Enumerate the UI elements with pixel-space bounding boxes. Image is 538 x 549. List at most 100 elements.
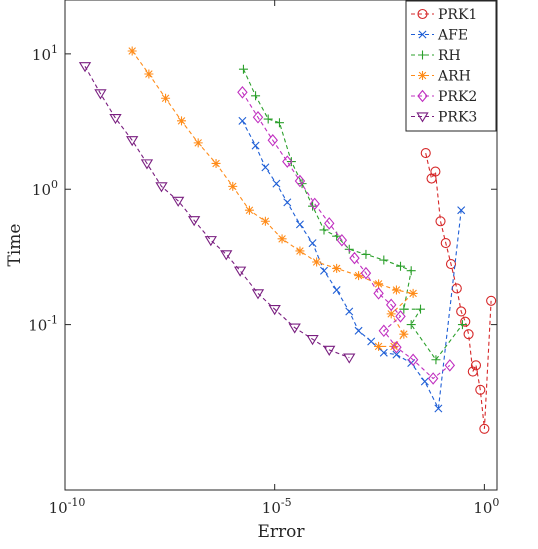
- point-rh-10-shape: [361, 249, 371, 259]
- point-prk1-8-shape: [460, 316, 471, 327]
- point-afe-8-shape: [332, 286, 341, 295]
- point-prk3-5: [155, 182, 168, 193]
- point-afe-5: [295, 220, 304, 229]
- point-rh-3-shape: [274, 118, 284, 128]
- point-arh-1: [144, 69, 154, 79]
- legend-label-afe: AFE: [437, 28, 468, 44]
- point-afe-16-shape: [434, 404, 443, 413]
- legend-item-rh: RH: [411, 48, 461, 64]
- point-prk1-4-shape: [440, 238, 451, 249]
- point-prk2-8-shape: [349, 251, 360, 265]
- series-prk2: [237, 86, 456, 385]
- point-arh-16-shape: [408, 288, 418, 298]
- point-arh-6: [228, 181, 238, 191]
- point-rh-0-shape: [238, 64, 248, 74]
- point-arh-3-shape: [177, 116, 187, 126]
- point-prk2-15-shape: [407, 353, 419, 367]
- point-prk2-4: [294, 174, 306, 188]
- point-arh-12: [332, 263, 342, 273]
- point-arh-7-shape: [244, 205, 254, 215]
- point-rh-16: [406, 320, 416, 330]
- point-rh-2-shape: [263, 114, 273, 124]
- point-afe-9: [345, 307, 354, 316]
- point-prk1-7: [456, 306, 467, 317]
- point-rh-7: [319, 225, 329, 235]
- point-prk3-2: [109, 114, 122, 125]
- point-afe-2: [261, 163, 270, 172]
- point-prk3-13: [288, 323, 301, 334]
- point-prk1-7-shape: [456, 306, 467, 317]
- point-prk2-11-shape: [385, 298, 397, 312]
- point-arh-12-shape: [332, 263, 342, 273]
- point-prk3-1: [94, 89, 107, 100]
- legend-item-arh: ARH: [411, 69, 471, 85]
- series-prk1: [420, 148, 497, 434]
- point-prk2-13: [378, 324, 390, 338]
- point-arh-3: [177, 116, 187, 126]
- point-arh-0-shape: [127, 46, 137, 56]
- point-arh-9-shape: [277, 234, 287, 244]
- point-rh-2: [263, 114, 273, 124]
- legend-marker-rh: [418, 50, 427, 60]
- x-axis-label: Error: [257, 522, 305, 542]
- series-line-prk3: [84, 66, 350, 359]
- point-arh-18: [399, 329, 409, 339]
- point-afe-6: [308, 239, 317, 248]
- point-prk2-1-shape: [252, 111, 264, 124]
- point-prk2-13-shape: [378, 324, 390, 338]
- point-arh-7: [244, 205, 254, 215]
- point-arh-11-shape: [312, 257, 322, 267]
- point-afe-5-shape: [295, 220, 304, 229]
- point-prk2-10-shape: [373, 287, 384, 300]
- series-line-afe: [241, 120, 462, 411]
- point-prk1-3-shape: [435, 216, 446, 227]
- legend-label-prk2: PRK2: [438, 89, 477, 105]
- point-prk2-9-shape: [360, 266, 372, 280]
- point-afe-15-shape: [420, 377, 429, 386]
- legend-marker-arh: [418, 71, 427, 80]
- legend-item-prk1: PRK1: [411, 7, 477, 23]
- point-prk2-16: [427, 372, 439, 385]
- point-rh-9-shape: [344, 244, 354, 254]
- point-arh-9: [277, 234, 287, 244]
- point-prk2-16-shape: [427, 372, 439, 385]
- point-prk3-3: [126, 136, 139, 147]
- legend-label-rh: RH: [438, 48, 461, 64]
- series-line-prk1: [425, 152, 492, 429]
- x-tick-label-0: 10-10: [49, 496, 86, 517]
- point-rh-12: [396, 261, 405, 271]
- point-rh-0: [238, 64, 248, 74]
- point-afe-12-shape: [379, 348, 388, 357]
- x-tick-label-1: 10-5: [262, 496, 292, 517]
- point-rh-11-shape: [379, 255, 389, 265]
- point-afe-4-shape: [283, 198, 292, 207]
- point-rh-13: [406, 266, 416, 276]
- point-prk3-14: [306, 335, 319, 346]
- point-rh-13-shape: [406, 266, 416, 276]
- point-arh-13: [354, 271, 364, 281]
- legend-marker-prk3-shape: [416, 112, 429, 123]
- point-prk2-0: [237, 86, 248, 99]
- point-arh-20-shape: [374, 341, 384, 351]
- point-rh-17-shape: [431, 355, 441, 365]
- point-prk2-14-shape: [391, 341, 402, 354]
- point-afe-11: [367, 337, 376, 346]
- point-prk3-10-shape: [233, 266, 247, 277]
- legend-label-arh: ARH: [437, 69, 471, 85]
- point-rh-7-shape: [319, 225, 329, 235]
- point-prk2-17-shape: [444, 359, 456, 372]
- series-line-prk2: [241, 92, 451, 380]
- point-prk2-3-shape: [282, 155, 293, 168]
- point-arh-14-shape: [374, 279, 384, 289]
- point-prk2-5: [309, 197, 320, 211]
- point-afe-3-shape: [272, 179, 281, 188]
- point-arh-17: [386, 309, 396, 319]
- legend-marker-afe-shape: [418, 30, 427, 39]
- point-prk3-0: [78, 62, 92, 73]
- point-afe-1: [251, 141, 260, 150]
- point-prk1-10: [467, 366, 478, 377]
- point-rh-15-shape: [416, 304, 426, 314]
- y-axis-label: Time: [5, 224, 25, 267]
- point-afe-7: [320, 266, 328, 275]
- legend: PRK1 AFE RH ARH PRK2 PRK3: [405, 0, 497, 132]
